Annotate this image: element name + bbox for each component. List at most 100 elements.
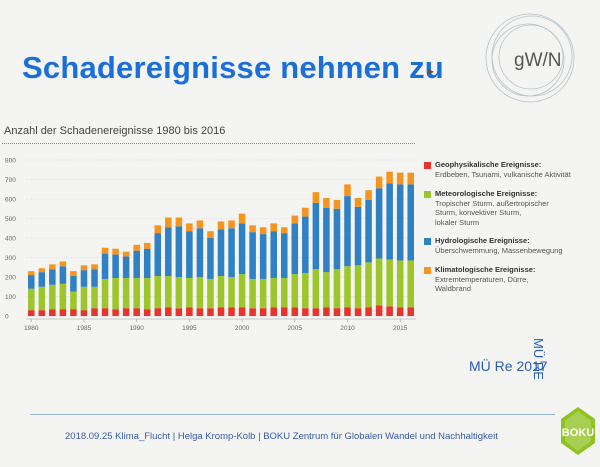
legend-description: lokaler Sturm [435,217,480,227]
x-tick-label: 2000 [235,325,250,332]
bar-segment [59,266,67,284]
bar-segment [375,305,383,316]
bar-segment [70,276,77,292]
bar-segment [165,276,172,308]
bar-segment [323,307,330,316]
bar-segment [228,220,235,229]
bar-segment [122,308,130,316]
bar-segment [323,272,330,308]
bar-segment [154,233,162,277]
bar-segment [291,215,299,224]
bar-segment [143,248,151,278]
boku-logo: BOKU [561,407,595,455]
legend-description: Erdbeben, Tsunami, vulkanische Aktivität [435,170,571,179]
bar-segment [302,273,309,309]
bar-segment [396,184,404,261]
bar-segment [386,183,393,260]
bar-segment [354,206,362,266]
bar-segment [365,262,372,308]
legend-item: Hydrologische Ereignisse: Überschwemmung,… [424,236,594,256]
bar-segment [386,259,393,307]
bar-segment [375,176,383,189]
bar-segment [249,278,256,309]
bar-segment [312,269,320,309]
bar-segment [375,258,383,306]
bar-segment [165,217,172,228]
bar-segment [259,227,267,235]
bar-segment [354,308,362,316]
bar-segment [238,223,246,275]
legend-swatch [424,190,431,198]
x-tick-label: 1980 [24,325,39,332]
bar-segment [38,268,46,273]
bar-segment [70,291,77,310]
y-tick-label: 800 [5,158,16,165]
bar-segment [407,307,414,316]
bar-segment [175,217,183,227]
legend-swatch [424,238,431,245]
y-tick-label: 700 [5,177,16,184]
bar-segment [175,277,183,309]
gwn-logo: gW/N [485,13,575,103]
bar-segment [133,250,140,278]
bar-segment [365,307,372,316]
bar-segment [91,286,98,309]
bar-segment [291,307,299,316]
bar-segment [323,207,330,273]
bar-segment [165,227,172,277]
bar-segment [344,196,351,267]
bar-segment [28,275,35,289]
bar-segment [312,202,320,270]
bar-segment [333,308,341,316]
bar-segment [70,271,77,277]
legend-title: Hydrologische Ereignisse: [435,236,530,245]
legend-description: Tropischer Sturm, außertropischer [435,198,549,208]
bar-segment [122,256,130,278]
source-label: MÜ Re 2017 [469,358,548,374]
bar-segment [59,261,67,267]
bar-segment [354,198,362,207]
bar-segment [28,310,35,316]
bar-segment [249,308,256,316]
divider [2,143,415,144]
bar-segment [270,307,277,316]
bar-segment [396,307,404,316]
legend-description: Extremtemperaturen, Dürre, [435,274,529,284]
bar-segment [207,231,214,238]
y-tick-label: 400 [5,236,16,243]
bar-segment [407,260,414,308]
bar-segment [80,286,88,311]
bar-segment [259,308,267,316]
bar-segment [207,308,214,316]
bar-segment [302,216,309,274]
bar-segment [228,307,235,316]
side-label: MÜ RE [531,338,546,380]
y-tick-label: 200 [5,275,16,282]
bar-segment [112,248,119,255]
bar-segment [80,310,88,316]
bar-segment [396,172,404,185]
bar-segment [280,277,288,308]
bar-segment [291,223,299,275]
bar-segment [154,308,162,316]
cursor-icon: ▸ [428,64,435,78]
bar-segment [196,308,204,316]
bar-segment [49,269,56,285]
bar-segment [28,271,35,276]
bar-segment [407,172,414,185]
bar-segment [333,269,341,309]
bar-segment [280,227,288,234]
bar-segment [91,269,98,287]
y-tick-label: 600 [5,197,16,204]
bar-segment [396,260,404,308]
x-tick-label: 1995 [182,325,197,332]
bar-segment [270,277,277,308]
bar-segment [154,225,162,234]
bar-segment [302,207,309,217]
bar-segment [312,308,320,316]
bar-segment [186,231,193,278]
legend-item: Klimatologische Ereignisse: Extremtempera… [424,265,594,294]
bar-segment [28,288,35,311]
bar-segment [38,310,46,316]
bar-segment [59,283,67,310]
